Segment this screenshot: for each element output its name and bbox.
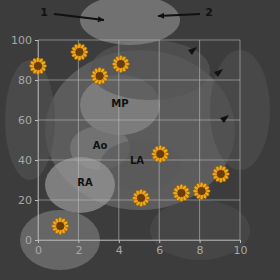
tick-label: 80 [18, 74, 32, 87]
tissue [45, 157, 115, 213]
grid-line [38, 40, 240, 41]
marker-center [75, 48, 83, 56]
tick: 8 [197, 240, 204, 257]
marker-center [198, 187, 206, 195]
marker-center [156, 150, 164, 158]
tick-label: 4 [116, 244, 123, 257]
annotation: MP [111, 98, 128, 109]
marker-center [56, 222, 64, 230]
grid-line [240, 40, 241, 240]
marker-center [217, 170, 225, 178]
tick-label: 8 [197, 244, 204, 257]
axis-line [39, 241, 241, 244]
annotation: 2 [205, 6, 213, 19]
arrows [54, 13, 229, 123]
grid-line [38, 120, 240, 121]
grid-line [78, 40, 79, 240]
point [152, 145, 169, 162]
points [29, 43, 229, 234]
chart: 024681002040608010012MPAoLARA [0, 0, 280, 280]
tick-label: 10 [234, 244, 248, 257]
tick-mark [35, 120, 38, 121]
tick-mark [35, 40, 38, 41]
tissue [90, 40, 210, 100]
tick: 40 [18, 154, 38, 167]
annotations: 1 2 MP Ao LA RA [40, 6, 213, 188]
tick-label: 6 [156, 244, 163, 257]
tick-mark [35, 200, 38, 201]
tick-mark [200, 240, 201, 243]
tick: 100 [11, 34, 38, 47]
annotation: 1 [40, 6, 48, 19]
tick: 60 [18, 114, 38, 127]
tick: 0 [25, 234, 38, 247]
tick-mark [159, 240, 160, 243]
tick: 6 [156, 240, 163, 257]
tick-label: 2 [75, 244, 82, 257]
arrow-head [188, 47, 197, 55]
tick-label: 20 [18, 194, 32, 207]
background-image [0, 0, 280, 280]
tick-mark [35, 240, 38, 241]
arrow-head [98, 16, 104, 22]
x-axis: 0 2 4 6 8 10 [35, 240, 248, 257]
grid-line [199, 40, 200, 240]
tissue [80, 0, 180, 45]
grid-line [159, 40, 160, 240]
grid [38, 40, 240, 240]
point [212, 165, 229, 182]
tick-mark [119, 240, 120, 243]
point [112, 55, 129, 72]
marker-center [177, 189, 185, 197]
tick-mark [35, 160, 38, 161]
marker-center [117, 60, 125, 68]
marker-center [34, 62, 42, 70]
tick: 10 [234, 240, 248, 257]
point [132, 189, 149, 206]
point [173, 184, 190, 201]
arrow-head [214, 69, 223, 77]
tick: 80 [18, 74, 38, 87]
point [193, 182, 210, 199]
tick: 2 [75, 240, 82, 257]
arrow-head [220, 115, 229, 123]
marker-center [137, 194, 145, 202]
arrow-head [158, 13, 164, 19]
point [29, 57, 46, 74]
annotation: LA [130, 155, 144, 166]
tick-label: 100 [11, 34, 32, 47]
tick-label: 0 [25, 234, 32, 247]
tick: 0 [35, 240, 42, 257]
marker-center [96, 72, 104, 80]
tick-mark [240, 240, 241, 243]
tick: 20 [18, 194, 38, 207]
tick-label: 40 [18, 154, 32, 167]
point [91, 67, 108, 84]
tick-label: 0 [35, 244, 42, 257]
grid-line [38, 80, 240, 81]
tick-mark [78, 240, 79, 243]
point [71, 43, 88, 60]
tick: 4 [116, 240, 123, 257]
tick-mark [35, 80, 38, 81]
annotation: RA [77, 177, 93, 188]
arrow-shaft [54, 14, 104, 20]
tick-label: 60 [18, 114, 32, 127]
point [52, 217, 69, 234]
arrow-shaft [158, 14, 200, 16]
annotation: Ao [93, 140, 108, 151]
